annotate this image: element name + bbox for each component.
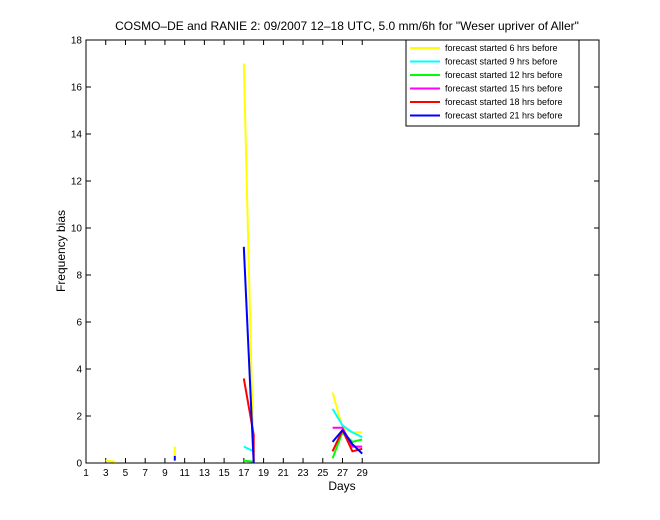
- x-tick-label: 5: [123, 468, 129, 479]
- legend-entry: forecast started 21 hrs before: [445, 111, 563, 121]
- series-segment: [242, 63, 255, 464]
- x-tick-label: 9: [162, 468, 168, 479]
- y-tick-label: 8: [76, 271, 82, 282]
- y-tick-label: 18: [71, 36, 83, 47]
- legend-entry: forecast started 12 hrs before: [445, 70, 563, 80]
- x-tick-label: 25: [317, 468, 329, 479]
- y-tick-label: 6: [76, 318, 82, 329]
- y-tick-label: 14: [71, 130, 83, 141]
- legend-box: [405, 39, 580, 127]
- x-axis-label: Days: [328, 479, 355, 493]
- legend-entry: forecast started 6 hrs before: [445, 43, 558, 53]
- x-tick-label: 3: [103, 468, 109, 479]
- y-tick-label: 4: [76, 365, 82, 376]
- y-axis-label: Frequency bias: [54, 210, 68, 292]
- x-tick-label: 11: [179, 468, 190, 479]
- x-tick-label: 29: [357, 468, 369, 479]
- legend-entry: forecast started 18 hrs before: [445, 97, 563, 107]
- series-segment: [243, 445, 255, 453]
- chart-title: COSMO–DE and RANIE 2: 09/2007 12–18 UTC,…: [115, 19, 579, 33]
- x-tick-label: 15: [219, 468, 231, 479]
- y-tick-label: 10: [71, 224, 83, 235]
- series-segment: [242, 246, 255, 464]
- x-tick-label: 7: [142, 468, 148, 479]
- x-tick-label: 21: [278, 468, 290, 479]
- series-line: [243, 408, 363, 453]
- y-tick-label: 0: [76, 459, 82, 470]
- x-tick-label: 17: [238, 468, 250, 479]
- series-segment: [105, 459, 116, 463]
- x-tick-label: 13: [199, 468, 211, 479]
- x-tick-label: 23: [297, 468, 309, 479]
- y-tick-label: 2: [76, 412, 82, 423]
- series-segment: [331, 408, 363, 439]
- x-tick-label: 1: [83, 468, 89, 479]
- legend-entry: forecast started 15 hrs before: [445, 84, 563, 94]
- x-tick-label: 19: [258, 468, 270, 479]
- series-segment: [243, 459, 254, 463]
- x-axis: 1 3 5 7 9 11 13 15 17 19 21 23 25 27 29: [83, 40, 368, 479]
- legend: forecast started 6 hrs before forecast st…: [405, 39, 580, 127]
- series-layer: [105, 63, 363, 464]
- series-line: [173, 246, 363, 464]
- series-segment: [331, 429, 363, 455]
- y-axis: 0 2 4 6 8 10 12 14 16 18: [71, 36, 599, 470]
- legend-entry: forecast started 9 hrs before: [445, 57, 558, 67]
- y-tick-label: 12: [71, 177, 83, 188]
- y-tick-label: 16: [71, 83, 83, 94]
- x-tick-label: 27: [337, 468, 349, 479]
